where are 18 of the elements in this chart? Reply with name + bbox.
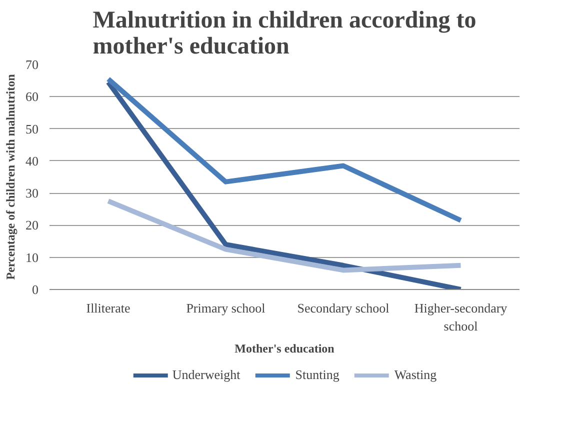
legend-label: Underweight	[172, 367, 240, 383]
y-tick-label: 40	[26, 153, 38, 168]
y-tick-label: 10	[26, 250, 38, 265]
legend-label: Stunting	[295, 367, 340, 383]
legend-label: Wasting	[394, 367, 437, 383]
y-tick-label: 30	[26, 186, 38, 201]
y-tick-label: 20	[26, 218, 38, 233]
y-tick-label: 0	[32, 282, 38, 297]
y-tick-label: 70	[26, 57, 38, 72]
x-tick-label: Illiterate	[86, 300, 130, 316]
x-tick-label: Higher-secondary school	[414, 300, 508, 334]
chart-title: Malnutrition in children according to mother's education	[92, 8, 476, 60]
y-tick-label: 60	[26, 89, 38, 104]
x-tick-label: Primary school	[186, 300, 266, 316]
x-tick-label: Secondary school	[297, 300, 390, 316]
y-axis-title: Percentage of children with malnutriton	[4, 74, 18, 280]
y-tick-label: 50	[26, 121, 38, 136]
x-axis-title: Mother's education	[234, 342, 335, 356]
